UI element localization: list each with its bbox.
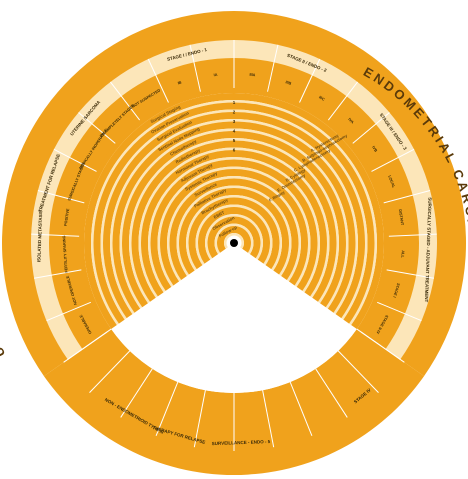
ring-mark: 2: [233, 110, 236, 115]
spoke: [155, 381, 179, 437]
spoke: [327, 81, 358, 121]
ring-mark: 1: [233, 100, 236, 105]
center-pivot: [230, 239, 238, 247]
header-surveillance: SURVEILLANCE - ENDO - 5: [212, 439, 271, 446]
ring-band: [198, 207, 270, 264]
spoke: [110, 81, 141, 121]
spoke: [356, 328, 405, 363]
ring-label: EBRT: [213, 210, 226, 220]
wheel-spokes: [31, 40, 437, 451]
ring-band: [217, 225, 251, 253]
ring-band: [188, 197, 280, 270]
segment-label: IVA: [347, 117, 354, 124]
spoke: [315, 368, 348, 418]
ring-gap: [214, 223, 254, 255]
spoke: [352, 112, 390, 144]
spoke: [262, 390, 275, 448]
segment-label: FERTILITY SPARING: [62, 235, 68, 272]
segment-band: [50, 59, 417, 348]
header-isolated: ISOLATED METASTASIS: [36, 210, 43, 262]
segment-label: IB: [177, 80, 182, 85]
ring-mark: 5: [233, 138, 236, 143]
segment-label: IIIC: [318, 95, 325, 102]
spoke: [371, 148, 415, 172]
segment-label: POSITIVE: [64, 208, 71, 226]
spoke: [89, 350, 131, 393]
segment-label: IIIA: [249, 73, 256, 78]
segment-label: IIIB: [285, 80, 292, 86]
spoke: [337, 350, 379, 393]
spoke: [386, 269, 435, 279]
segment-label: IA: [213, 73, 217, 77]
spoke: [37, 189, 85, 204]
ring-band: [169, 178, 299, 280]
segment-label: LOCAL: [387, 175, 396, 189]
spoke: [189, 44, 201, 92]
spoke: [267, 44, 279, 92]
spoke: [46, 301, 91, 322]
ring-mark: 6: [233, 148, 236, 153]
treatment-rings: [83, 93, 384, 330]
spoke: [377, 301, 422, 322]
ring-gap: [224, 233, 244, 249]
segment-label: IVB: [371, 145, 378, 153]
spoke: [289, 381, 313, 437]
spoke: [33, 269, 82, 279]
spoke: [31, 233, 80, 237]
spoke: [193, 390, 206, 448]
segment-label: DISTANT: [398, 209, 405, 226]
segment-label: STAGE I: [392, 283, 400, 298]
spoke: [78, 112, 116, 144]
spoke: [120, 368, 153, 418]
ring-band: [207, 216, 261, 259]
spoke: [388, 233, 437, 237]
spoke: [147, 58, 169, 103]
segment-label: ALL: [400, 250, 405, 258]
cut-wedge: [111, 243, 357, 393]
spoke: [299, 58, 321, 103]
spoke: [53, 148, 97, 172]
ring-mark: 3: [233, 119, 236, 124]
ring-mark: 4: [233, 129, 236, 134]
spoke: [383, 189, 431, 204]
ring-band: [178, 187, 289, 275]
header-surgical: SURGICALLY STAGED - ADJUVANT TREATMENT: [424, 197, 433, 302]
spoke: [63, 328, 112, 363]
